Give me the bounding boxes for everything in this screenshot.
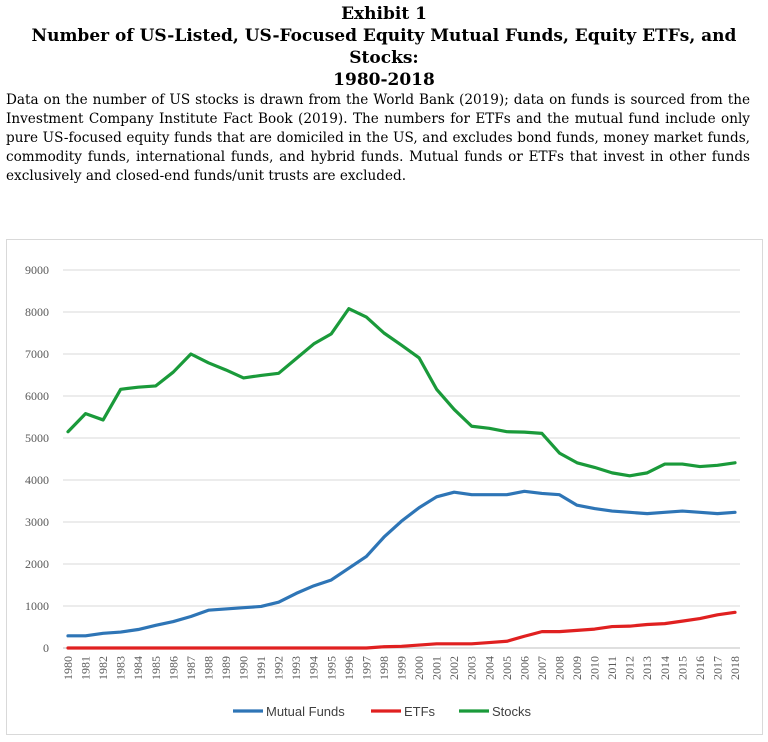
chart-container: 0 1000 2000 3000 4000 5000 6000 7000 8000 9000 19… [6,239,763,735]
x-tick-label: 2018 [728,656,742,680]
legend-label-etfs: ETFs [404,704,436,719]
y-tick-label: 4000 [25,473,49,487]
x-tick-label: 2001 [430,656,444,680]
chart-title-line-2: 1980-2018 [333,70,435,90]
exhibit-label: Exhibit 1 [341,4,427,24]
x-tick-label: 1989 [219,656,233,680]
x-tick-label: 2000 [412,656,426,680]
y-tick-label: 2000 [25,557,49,571]
x-tick-label: 2004 [482,656,496,680]
x-tick-label: 1999 [395,656,409,680]
x-tick-label: 1987 [184,656,198,680]
legend: Mutual Funds ETFs Stocks [233,704,532,719]
x-tick-label: 1992 [272,656,286,680]
x-tick-label: 1993 [289,656,303,680]
y-tick-label: 8000 [25,305,49,319]
y-tick-label: 5000 [25,431,49,445]
x-tick-label: 2013 [640,656,654,680]
x-tick-label: 2008 [552,656,566,680]
series-line-stocks [66,307,737,478]
x-tick-label: 1988 [201,656,215,680]
x-tick-label: 1995 [324,656,338,680]
y-tick-label: 3000 [25,515,49,529]
x-tick-label: 2009 [570,656,584,680]
chart-title-line-1: Number of US-Listed, US-Focused Equity M… [31,26,737,68]
y-tick-label: 0 [43,641,49,655]
x-tick-label: 2017 [710,656,724,680]
x-tick-label: 1986 [166,656,180,680]
x-tick-label: 1998 [377,656,391,680]
x-tick-label: 1983 [114,656,128,680]
y-tick-label: 1000 [25,599,49,613]
x-tick-label: 2007 [535,656,549,680]
legend-label-stocks: Stocks [492,704,532,719]
chart-title: Number of US-Listed, US-Focused Equity M… [20,25,748,91]
y-tick-label: 9000 [25,263,49,277]
series-line-mutual-funds [66,489,737,638]
x-tick-label: 2010 [588,656,602,680]
series-lines [66,307,737,650]
y-tick-label: 7000 [25,347,49,361]
x-tick-label: 1980 [61,656,75,680]
x-tick-label: 1997 [359,656,373,680]
x-tick-label: 2016 [693,656,707,680]
x-tick-label: 1981 [79,656,93,680]
data-source-note: Data on the number of US stocks is drawn… [6,92,750,184]
y-axis-ticks: 0 1000 2000 3000 4000 5000 6000 7000 8000 9000 [25,263,49,655]
x-tick-label: 1990 [237,656,251,680]
x-tick-label: 1982 [96,656,110,680]
legend-label-mutual-funds: Mutual Funds [266,704,345,719]
x-tick-label: 2003 [465,656,479,680]
series-line-etfs [66,610,737,650]
x-tick-label: 1996 [342,656,356,680]
x-tick-label: 2014 [658,656,672,680]
x-tick-label: 2012 [623,656,637,680]
x-tick-label: 1985 [149,656,163,680]
x-axis-ticks: 1980 1981 1982 1983 1984 1985 1986 1987 1988 1989… [61,656,742,680]
x-tick-label: 2005 [500,656,514,680]
y-tick-label: 6000 [25,389,49,403]
x-tick-label: 2015 [675,656,689,680]
x-tick-label: 1984 [131,656,145,680]
x-tick-label: 2011 [605,656,619,680]
x-tick-label: 2002 [447,656,461,680]
x-tick-label: 1994 [307,656,321,680]
line-chart: 0 1000 2000 3000 4000 5000 6000 7000 8000 9000 19… [25,263,742,719]
gridlines [63,269,740,649]
x-tick-label: 2006 [517,656,531,680]
x-tick-label: 1991 [254,656,268,680]
